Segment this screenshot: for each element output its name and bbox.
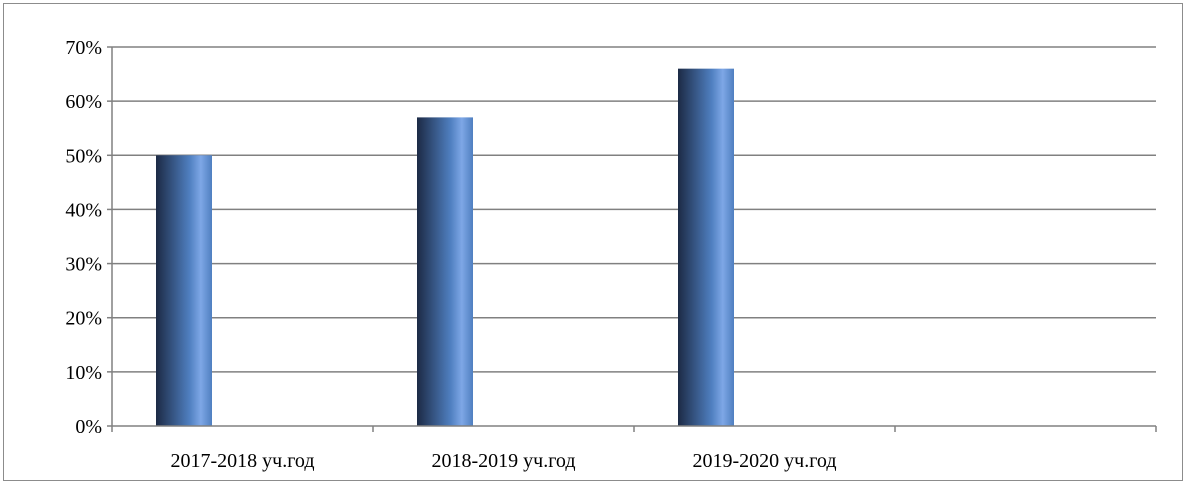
x-tick-label: 2018-2019 уч.год [431, 450, 575, 472]
bar-chart: 0% 10% 20% 30% 40% 50% 60% 70% 2017-2018 уч.год 2… [65, 37, 1157, 472]
y-tick-label: 0% [75, 416, 102, 438]
gridlines [112, 46, 1156, 373]
bar [678, 68, 734, 427]
tick-labels: 0% 10% 20% 30% 40% 50% 60% 70% 2017-2018 уч.год 2… [65, 37, 836, 472]
y-tick-label: 40% [65, 199, 102, 221]
y-tick-label: 60% [65, 91, 102, 113]
chart-frame: 0% 10% 20% 30% 40% 50% 60% 70% 2017-2018 уч.год 2… [3, 3, 1183, 481]
y-tick-label: 10% [65, 362, 102, 384]
bar [417, 117, 473, 426]
y-tick-label: 20% [65, 308, 102, 330]
x-tick-label: 2019-2020 уч.год [692, 450, 836, 472]
x-tick-label: 2017-2018 уч.год [170, 450, 314, 472]
y-tick-label: 70% [65, 37, 102, 59]
y-tick-label: 30% [65, 254, 102, 276]
bars [156, 68, 734, 427]
axes [107, 46, 1157, 432]
y-tick-label: 50% [65, 145, 102, 167]
bar [156, 155, 212, 427]
